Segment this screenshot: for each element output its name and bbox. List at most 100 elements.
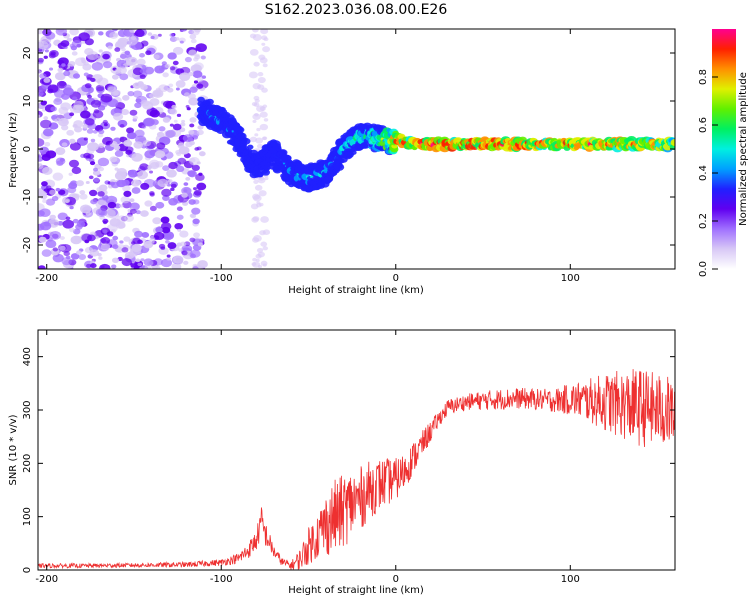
spectrogram-cell xyxy=(83,137,88,141)
spectrogram-cell xyxy=(188,156,200,166)
spectrogram-ridge-cell xyxy=(297,173,300,176)
spectrogram-cell xyxy=(168,83,174,88)
spectrogram-ridge-cell xyxy=(296,173,299,176)
snr-x-tick-label: -100 xyxy=(210,574,233,585)
spectrogram-cell xyxy=(178,142,185,148)
spectrogram-cell xyxy=(83,61,89,66)
spectrogram-cell xyxy=(135,210,141,215)
spectrogram-cell xyxy=(79,190,86,195)
spectrogram-cell xyxy=(83,72,89,77)
spectrogram-cell xyxy=(41,249,52,257)
spectrogram-cell xyxy=(97,77,109,87)
snr-y-tick-label: 200 xyxy=(22,454,33,473)
spectrogram-cell xyxy=(155,91,162,96)
spectrogram-cell xyxy=(192,70,203,79)
spectrogram-cell xyxy=(72,193,78,198)
colorbar-tick-label: 0.0 xyxy=(698,261,709,277)
spectrogram-cell xyxy=(156,131,165,138)
spectrogram-cell xyxy=(255,137,264,144)
spectrogram-cell xyxy=(260,29,269,35)
spectrogram-cell xyxy=(155,266,161,269)
spectrogram-image xyxy=(38,29,675,269)
spectrogram-cell xyxy=(38,89,44,97)
spectrogram-cell xyxy=(113,89,121,96)
spectrogram-cell xyxy=(51,196,59,202)
colorbar: 0.0 0.2 0.4 0.6 0.8 Normalized spectral ampl… xyxy=(698,29,749,277)
spectrogram-cell xyxy=(140,182,150,190)
spectrogram-cell xyxy=(93,177,100,183)
spectrogram-cell xyxy=(138,82,145,88)
spectrogram-cell xyxy=(48,218,59,227)
spectrogram-cell xyxy=(176,113,182,118)
spectrogram-cell xyxy=(155,226,163,233)
spectrogram-cell xyxy=(177,157,187,165)
spectrogram-cell xyxy=(262,136,268,141)
spectrogram-cell xyxy=(69,112,75,117)
spectrogram-cell xyxy=(135,98,142,103)
spectrogram-cell xyxy=(193,232,201,238)
spectrogram-cell xyxy=(69,227,76,233)
spectrogram-cell xyxy=(179,72,191,81)
spectrogram-cell xyxy=(43,116,49,120)
spectrogram-cell xyxy=(92,129,98,134)
spectrogram-cell xyxy=(38,69,42,75)
spectrogram-cell xyxy=(258,176,265,181)
spectrogram-cell xyxy=(97,191,105,197)
spectrogram-cell xyxy=(144,265,152,269)
spectrogram-cell xyxy=(90,77,96,83)
spectrogram-cell xyxy=(154,150,166,159)
spectrogram-cell xyxy=(137,239,143,245)
spectrogram-cell xyxy=(253,102,260,107)
spectrogram-cell xyxy=(141,232,150,238)
spectrogram-cell xyxy=(59,236,65,241)
spectrogram-cell xyxy=(120,196,130,204)
spectrogram-cell xyxy=(71,51,78,56)
spectrogram-y-tick-label: -10 xyxy=(22,189,33,205)
spectrogram-cell xyxy=(334,163,345,171)
spectrogram-cell xyxy=(102,229,108,234)
spectrogram-cell xyxy=(38,114,41,118)
spectrogram-cell xyxy=(68,172,73,176)
spectrogram-cell xyxy=(96,187,103,192)
colorbar-tick-label: 0.4 xyxy=(698,165,709,181)
spectrogram-cell xyxy=(155,201,165,209)
spectrogram-x-tick-label: 100 xyxy=(561,273,580,284)
snr-x-tick-label: 100 xyxy=(561,574,580,585)
spectrogram-cell xyxy=(189,123,195,128)
spectrogram-cell xyxy=(165,239,170,244)
snr-y-tick-label: 300 xyxy=(22,400,33,419)
spectrogram-cell xyxy=(158,84,169,93)
spectrogram-cell xyxy=(192,218,200,225)
spectrogram-cell xyxy=(112,112,124,121)
spectrogram-cell xyxy=(134,29,145,38)
spectrogram-cell xyxy=(141,99,150,107)
spectrogram-cell xyxy=(262,63,268,68)
spectrogram-cell xyxy=(92,110,104,119)
spectrogram-cell xyxy=(161,226,171,234)
spectrogram-cell xyxy=(192,266,199,269)
spectrogram-cell xyxy=(259,202,264,207)
spectrogram-cell xyxy=(173,119,178,123)
spectrogram-cell xyxy=(49,214,57,220)
spectrogram-cell xyxy=(191,207,201,215)
spectrogram-cell xyxy=(39,73,47,79)
spectrogram-cell xyxy=(78,254,87,260)
spectrogram-cell xyxy=(42,199,48,204)
spectrogram-cell xyxy=(128,170,135,175)
spectrogram-cell xyxy=(144,150,155,159)
spectrogram-cell xyxy=(124,251,135,260)
spectrogram-cell xyxy=(97,133,104,138)
spectrogram-cell xyxy=(166,256,172,261)
spectrogram-cell xyxy=(148,93,155,99)
spectrogram-cell xyxy=(169,66,176,71)
spectrogram-cell xyxy=(111,264,117,269)
spectrogram-cell xyxy=(175,87,180,91)
spectrogram-cell xyxy=(72,73,81,79)
spectrogram-cell xyxy=(188,97,199,106)
spectrogram-cell xyxy=(60,40,70,47)
spectrogram-cell xyxy=(119,240,124,244)
spectrogram-cell xyxy=(179,230,189,238)
spectrogram-cell xyxy=(191,29,200,36)
spectrogram-cell xyxy=(196,129,204,136)
spectrogram-cell xyxy=(89,189,98,197)
